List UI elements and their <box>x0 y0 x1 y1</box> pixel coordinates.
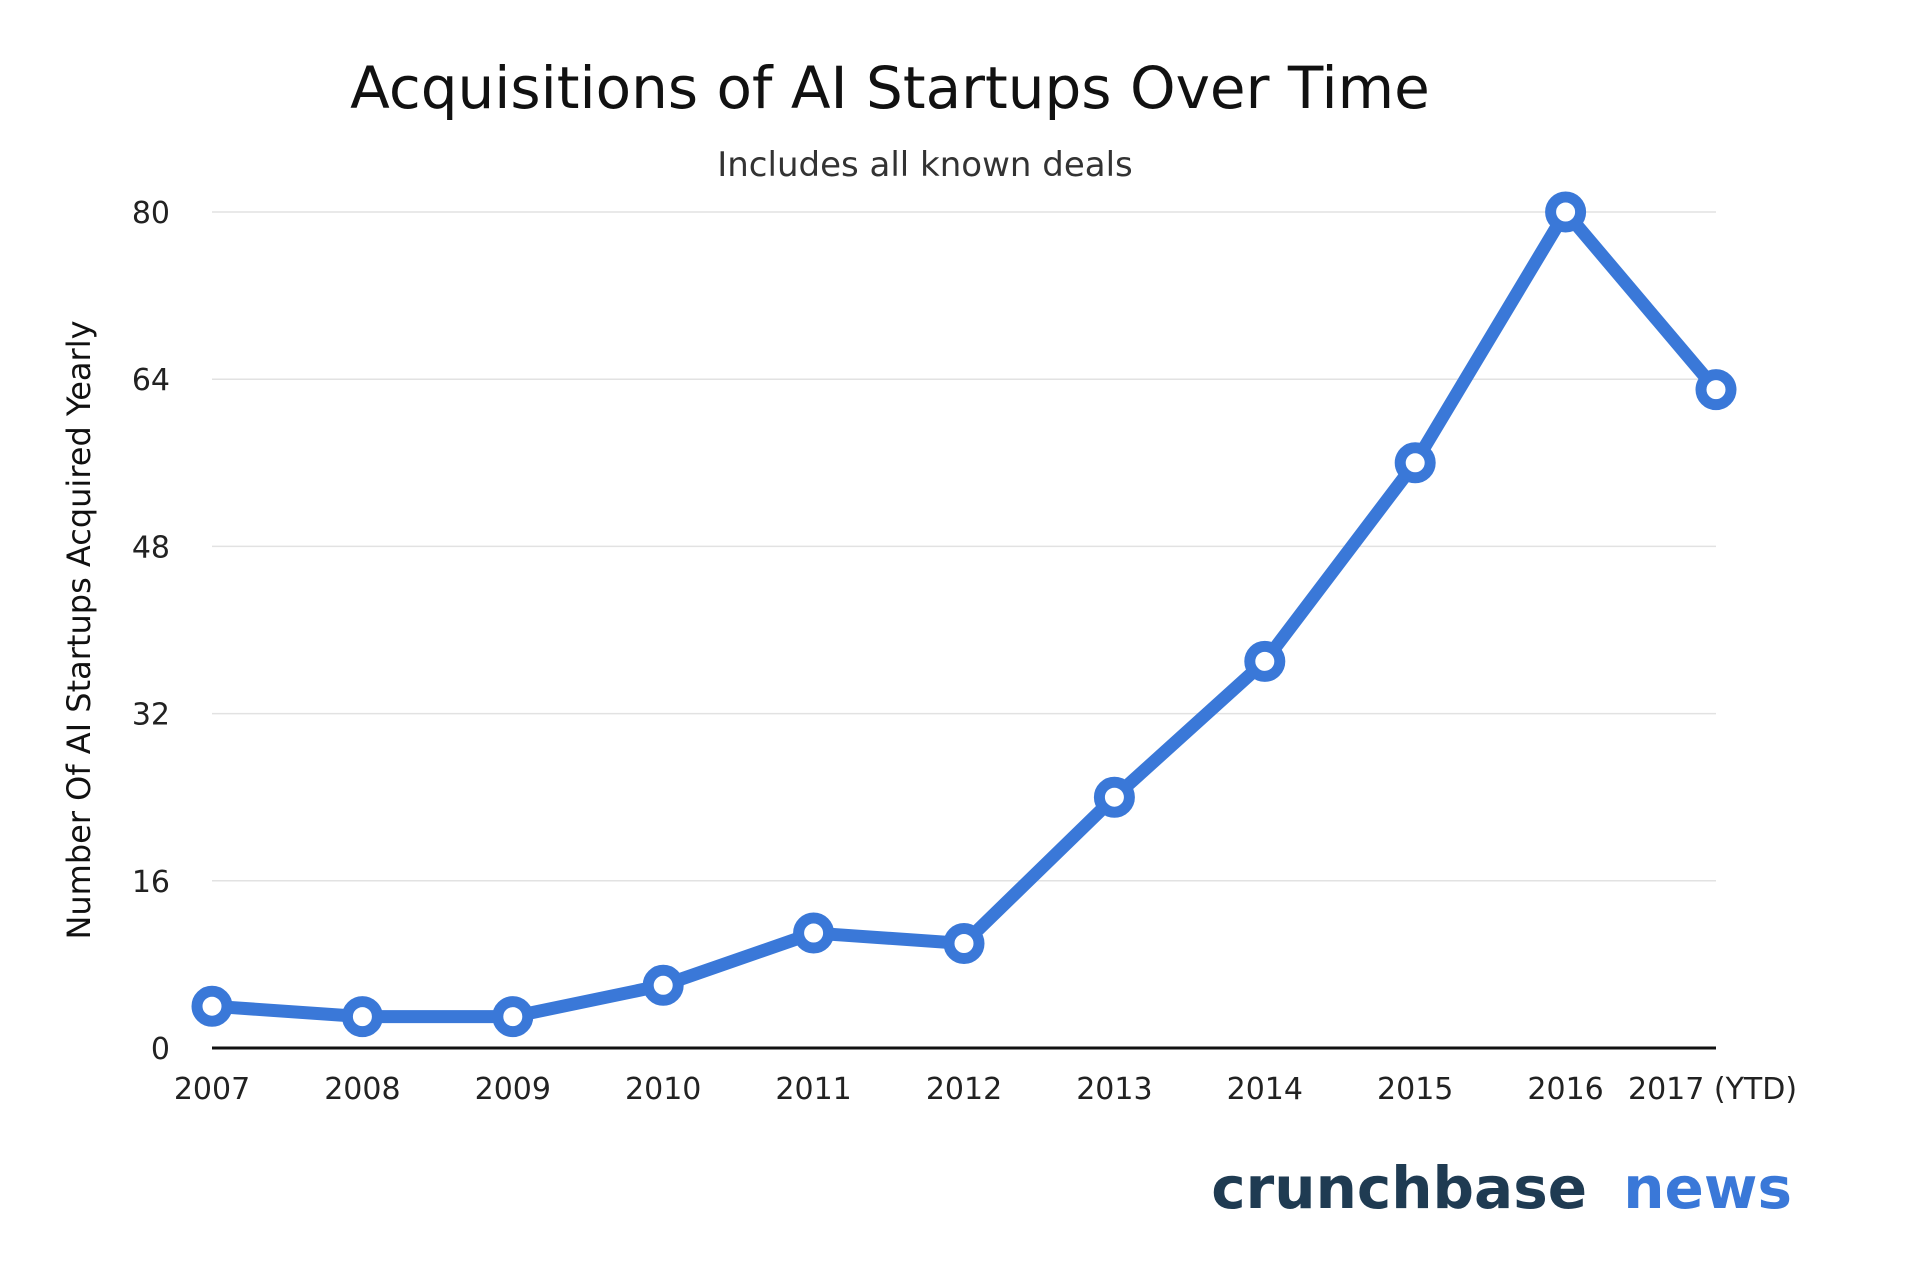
chart-title: Acquisitions of AI Startups Over Time <box>350 54 1430 122</box>
data-point-2010 <box>642 964 684 1006</box>
x-tick-label-2009: 2009 <box>475 1072 551 1107</box>
y-tick-labels: 0 16 32 48 64 80 <box>132 196 170 1067</box>
grid-lines <box>212 211 1716 882</box>
x-tick-label-2011: 2011 <box>775 1072 851 1107</box>
x-tick-label-2010: 2010 <box>625 1072 701 1107</box>
data-point-2011 <box>793 912 835 954</box>
data-point-2017-ytd <box>1695 369 1737 411</box>
x-tick-label-2017-ytd: 2017 (YTD) <box>1628 1072 1797 1107</box>
series-line-acquisitions <box>205 205 1723 1024</box>
series-layer <box>191 191 1737 1038</box>
x-tick-label-2014: 2014 <box>1227 1072 1303 1107</box>
x-tick-label-2007: 2007 <box>174 1072 250 1107</box>
data-point-2009 <box>492 996 534 1038</box>
data-point-2008 <box>341 996 383 1038</box>
x-tick-labels: 2007 2008 2009 2010 2011 2012 2013 2014 2015 2016… <box>174 1072 1797 1107</box>
y-tick-label-64: 64 <box>132 363 170 398</box>
data-point-2012 <box>943 923 985 964</box>
chart-subtitle: Includes all known deals <box>717 145 1133 185</box>
data-point-2007 <box>191 985 233 1027</box>
brand-crunchbase-text: crunchbase <box>1211 1154 1587 1222</box>
y-tick-label-32: 32 <box>132 698 170 733</box>
data-point-2014 <box>1244 640 1286 682</box>
y-tick-label-16: 16 <box>132 865 170 900</box>
y-tick-label-0: 0 <box>151 1032 170 1067</box>
brand-news-text: news <box>1623 1154 1792 1222</box>
x-tick-label-2016: 2016 <box>1527 1072 1603 1107</box>
x-tick-label-2015: 2015 <box>1377 1072 1453 1107</box>
y-tick-label-48: 48 <box>132 530 170 565</box>
x-tick-label-2008: 2008 <box>324 1072 400 1107</box>
y-axis-label: Number Of AI Startups Acquired Yearly <box>60 320 98 939</box>
x-tick-label-2013: 2013 <box>1076 1072 1152 1107</box>
data-point-2013 <box>1093 776 1135 818</box>
y-tick-label-80: 80 <box>132 196 170 231</box>
x-tick-label-2012: 2012 <box>926 1072 1002 1107</box>
data-point-2015 <box>1394 442 1436 484</box>
data-point-2016 <box>1545 191 1587 233</box>
crunchbase-news-logo: crunchbase news <box>1211 1154 1792 1222</box>
